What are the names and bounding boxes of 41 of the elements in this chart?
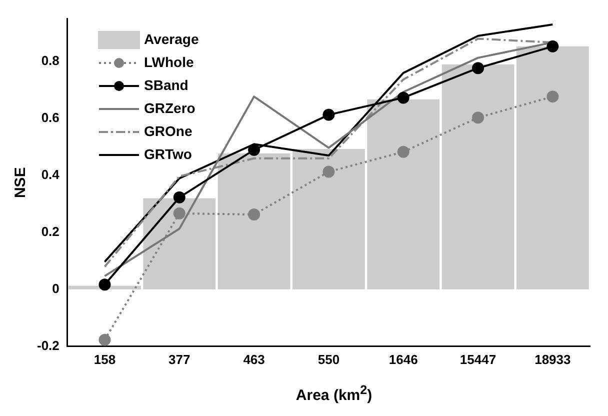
point <box>173 207 186 220</box>
y-tick-label: 0.8 <box>41 53 60 68</box>
point <box>397 146 410 158</box>
legend-label: GRTwo <box>144 145 192 164</box>
y-axis-title: NSE <box>12 167 30 198</box>
point <box>322 108 335 121</box>
y-tick-label: 0.4 <box>41 167 60 182</box>
y-tick-label: 0.6 <box>41 110 60 126</box>
x-tick-label: 158 <box>94 352 116 367</box>
point <box>546 90 559 103</box>
y-tick-label: 0.2 <box>41 224 60 240</box>
legend-label: GRZero <box>144 99 196 118</box>
x-tick-label: 1646 <box>388 352 418 367</box>
legend-label: Average <box>144 30 199 49</box>
legend-label: GROne <box>144 122 192 141</box>
legend-label: SBand <box>144 76 188 95</box>
point <box>98 278 111 291</box>
y-tick-label: 0 <box>52 281 60 296</box>
point <box>173 191 186 204</box>
x-tick-label: 377 <box>168 352 190 367</box>
bar <box>292 148 365 290</box>
legend-label: LWhole <box>144 53 194 72</box>
bar <box>143 198 216 290</box>
x-tick-label: 18933 <box>534 352 571 367</box>
x-tick-label: 15447 <box>460 352 496 367</box>
point <box>546 40 559 52</box>
point <box>397 92 410 104</box>
x-tick-label: 550 <box>318 352 340 367</box>
bar <box>218 154 290 290</box>
point <box>472 62 484 74</box>
bar <box>516 46 589 290</box>
point <box>248 208 260 221</box>
x-axis-title: Area (km$^{2}$) <box>294 383 374 404</box>
y-tick-label: -0.2 <box>36 338 60 353</box>
bar <box>367 99 440 290</box>
point <box>98 334 111 346</box>
bar <box>442 64 514 290</box>
point <box>472 112 484 124</box>
x-tick-label: 463 <box>243 352 265 367</box>
point <box>248 144 260 156</box>
point <box>322 166 335 178</box>
